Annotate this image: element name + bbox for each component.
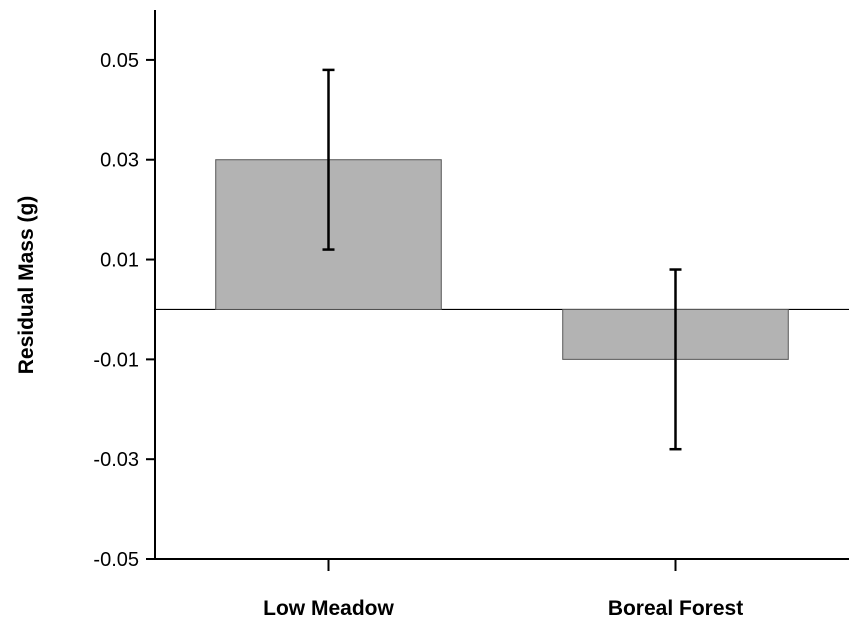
y-tick-label: 0.03 — [100, 150, 139, 172]
y-ticks: 0.05 0.03 0.01 -0.01 -0.03 -0.05 — [93, 50, 155, 571]
x-ticks: Low Meadow Boreal Forest — [263, 559, 743, 620]
y-axis-title: Residual Mass (g) — [15, 196, 38, 375]
y-tick-label: 0.01 — [100, 250, 139, 272]
y-tick-label: -0.05 — [93, 549, 139, 571]
x-tick-label: Boreal Forest — [608, 597, 743, 620]
y-tick-label: 0.05 — [100, 50, 139, 72]
y-tick-label: -0.03 — [93, 449, 139, 471]
x-tick-label: Low Meadow — [263, 597, 394, 620]
y-tick-label: -0.01 — [93, 349, 139, 371]
bars — [215, 68, 789, 451]
